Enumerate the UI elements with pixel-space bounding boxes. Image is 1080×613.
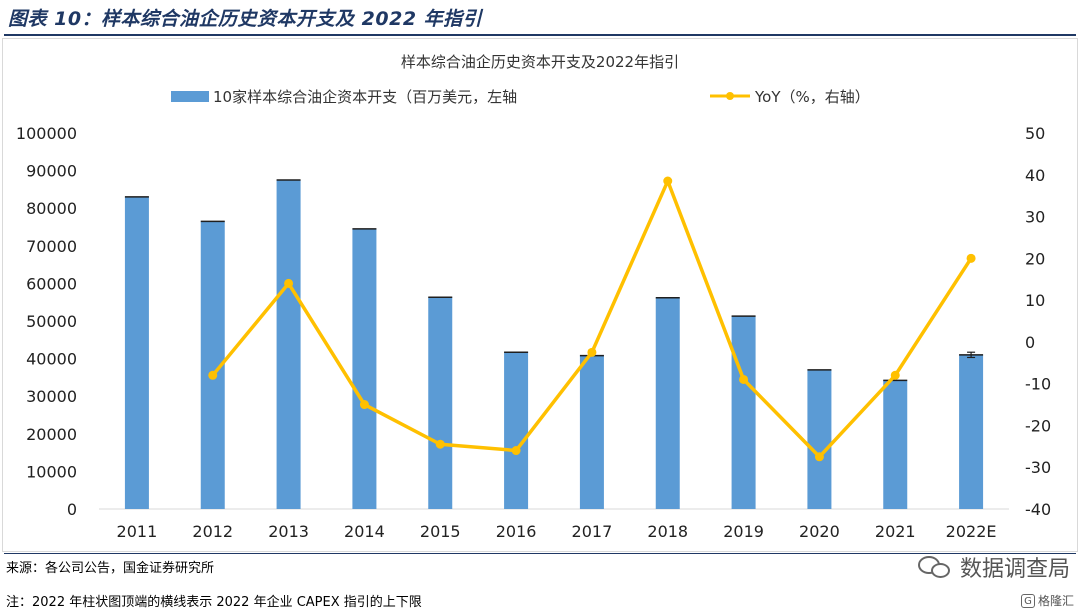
x-tick-label: 2022E (946, 522, 997, 541)
legend-bar-swatch (171, 91, 209, 102)
yoy-point (587, 347, 597, 357)
bar (579, 355, 604, 509)
yoy-point (511, 446, 521, 456)
x-tick-label: 2013 (268, 522, 309, 541)
legend: 10家样本综合油企资本开支（百万美元，左轴 YoY（%，右轴） (171, 88, 870, 106)
left-tick-label: 90000 (26, 162, 77, 181)
left-tick-label: 10000 (26, 462, 77, 481)
left-tick-label: 60000 (26, 274, 77, 293)
right-tick-label: 10 (1025, 291, 1045, 310)
yoy-point (890, 370, 900, 380)
x-tick-label: 2012 (192, 522, 233, 541)
legend-line-label: YoY（%，右轴） (754, 88, 870, 106)
right-axis: 50 40 30 20 10 0 -10 -20 -30 -40 (1025, 124, 1051, 519)
left-tick-label: 30000 (26, 387, 77, 406)
bar-series (124, 179, 984, 510)
bar (883, 380, 908, 509)
x-tick-label: 2019 (723, 522, 764, 541)
header-divider (4, 34, 1076, 36)
left-tick-label: 40000 (26, 350, 77, 369)
footer-divider (4, 553, 1076, 554)
left-tick-label: 70000 (26, 237, 77, 256)
yoy-point (359, 400, 369, 410)
right-tick-label: 40 (1025, 166, 1045, 185)
legend-line-marker (726, 92, 734, 100)
left-tick-label: 80000 (26, 199, 77, 218)
right-tick-label: 30 (1025, 208, 1045, 227)
right-tick-label: 50 (1025, 124, 1045, 143)
left-tick-label: 20000 (26, 425, 77, 444)
report-header: 图表 10：样本综合油企历史资本开支及 2022 年指引 (0, 0, 1080, 38)
x-tick-label: 2014 (344, 522, 385, 541)
gelonghui-logo: G 格隆汇 (1020, 592, 1074, 609)
bar (352, 228, 377, 509)
bar (504, 352, 529, 509)
legend-bar-label: 10家样本综合油企资本开支（百万美元，左轴 (213, 88, 517, 106)
right-tick-label: 0 (1025, 333, 1035, 352)
left-tick-label: 50000 (26, 312, 77, 331)
g-logo-icon: G (1020, 593, 1035, 608)
yoy-point (739, 374, 749, 384)
bar (807, 369, 832, 509)
chart-frame: 样本综合油企历史资本开支及2022年指引 10家样本综合油企资本开支（百万美元，… (2, 38, 1078, 552)
bar (276, 180, 301, 509)
watermark-text: 数据调查局 (959, 557, 1070, 582)
right-tick-label: -30 (1025, 458, 1051, 477)
wechat-icon (917, 554, 952, 580)
source-note: 来源：各公司公告，国金证券研究所 (6, 561, 215, 576)
x-tick-label: 2016 (496, 522, 537, 541)
yoy-point (663, 176, 673, 186)
bar (731, 316, 756, 509)
x-axis: 2011 2012 2013 2014 2015 2016 2017 2018 2019 2020… (117, 522, 997, 541)
right-tick-label: -20 (1025, 416, 1051, 435)
gelonghui-text: 格隆汇 (1037, 594, 1074, 608)
right-tick-label: 20 (1025, 249, 1045, 268)
footnote: 注：2022 年柱状图顶端的横线表示 2022 年企业 CAPEX 指引的上下限 (6, 595, 422, 610)
x-tick-label: 2015 (420, 522, 461, 541)
bar (124, 196, 149, 510)
figure-title: 图表 10：样本综合油企历史资本开支及 2022 年指引 (8, 8, 483, 30)
x-tick-label: 2018 (647, 522, 688, 541)
bar (959, 354, 984, 509)
x-tick-label: 2021 (875, 522, 916, 541)
combo-chart: 样本综合油企历史资本开支及2022年指引 10家样本综合油企资本开支（百万美元，… (16, 53, 1051, 541)
x-tick-label: 2020 (799, 522, 840, 541)
bar (428, 297, 453, 509)
left-tick-label: 0 (67, 500, 77, 519)
right-tick-label: -10 (1025, 375, 1051, 394)
bar (655, 297, 680, 509)
chart-title: 样本综合油企历史资本开支及2022年指引 (401, 53, 679, 71)
yoy-point (435, 439, 445, 449)
right-tick-label: -40 (1025, 500, 1051, 519)
x-tick-label: 2011 (117, 522, 158, 541)
yoy-point (284, 278, 294, 288)
yoy-point (208, 370, 218, 380)
line-series (208, 176, 976, 462)
x-tick-label: 2017 (572, 522, 613, 541)
yoy-point (814, 452, 824, 462)
left-tick-label: 100000 (16, 124, 77, 143)
watermark: 数据调查局 (917, 550, 1070, 584)
left-axis: 1000009000080000700006000050000400003000… (16, 124, 1009, 519)
yoy-point (966, 253, 976, 263)
